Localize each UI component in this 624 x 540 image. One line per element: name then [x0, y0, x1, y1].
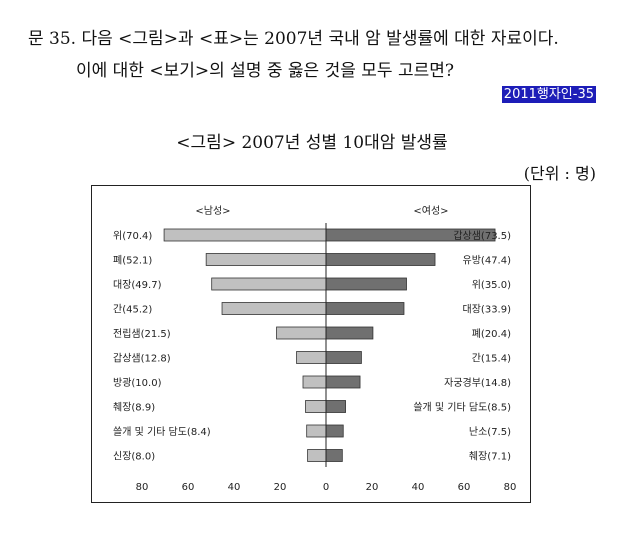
- female-bar-label-7: 자궁경부(14.8): [444, 376, 511, 389]
- female-bar-label-1: 갑상샘(73.5): [453, 230, 511, 242]
- female-bar-2: [325, 253, 436, 266]
- female-bar-3: [325, 277, 407, 291]
- x-tick-label-1: 80: [136, 482, 149, 493]
- male-bar-label-2: 폐(52.1): [113, 255, 152, 267]
- male-bar-label-7: 방광(10.0): [113, 377, 162, 389]
- female-bar-label-3: 위(35.0): [472, 278, 511, 291]
- female-bar-label-5: 폐(20.4): [472, 328, 511, 340]
- male-bar-label-4: 간(45.2): [113, 304, 152, 316]
- unit-label: (단위 : 명): [523, 164, 596, 183]
- source-tag: 2011행자인-35: [501, 86, 596, 103]
- male-bar-2: [205, 253, 327, 266]
- female-bar-label-9: 난소(7.5): [469, 426, 511, 438]
- male-bar-label-3: 대장(49.7): [113, 279, 162, 291]
- male-bar-10: [307, 449, 327, 462]
- male-bar-5: [276, 326, 327, 340]
- x-tick-label-9: 80: [504, 482, 517, 493]
- x-tick-label-4: 20: [274, 482, 287, 493]
- female-bar-label-8: 쓸개 및 기타 담도(8.5): [413, 402, 511, 414]
- female-bar-label-4: 대장(33.9): [463, 304, 512, 316]
- x-tick-label-5: 0: [323, 482, 329, 493]
- male-bar-9: [306, 424, 327, 438]
- butterfly-bar-chart: <남성> <여성> 위(70.4) 폐(52.1) 대장(49.7) 간(45.2) 전…: [91, 185, 531, 503]
- female-bar-label-10: 췌장(7.1): [469, 451, 511, 463]
- male-bar-label-8: 췌장(8.9): [113, 402, 155, 414]
- x-tick-label-7: 40: [412, 482, 425, 493]
- male-bar-label-5: 전립샘(21.5): [113, 327, 171, 340]
- question-line-2: 이에 대한 <보기>의 설명 중 옳은 것을 모두 고르면?: [76, 61, 454, 81]
- female-bar-5: [325, 326, 374, 340]
- male-bar-label-1: 위(70.4): [113, 229, 152, 242]
- female-bar-label-6: 간(15.4): [472, 353, 511, 365]
- chart-title: <그림> 2007년 성별 10대암 발생률: [176, 133, 448, 153]
- male-bar-7: [302, 375, 327, 389]
- female-bar-label-2: 유방(47.4): [463, 255, 512, 267]
- male-bar-3: [211, 277, 327, 291]
- female-bar-6: [325, 351, 362, 364]
- male-bar-label-10: 신장(8.0): [113, 451, 155, 463]
- female-bar-4: [325, 302, 405, 315]
- male-bar-1: [163, 228, 327, 242]
- male-bar-6: [296, 351, 327, 364]
- female-bar-9: [325, 424, 344, 438]
- female-bar-8: [325, 400, 346, 413]
- x-tick-label-8: 60: [458, 482, 471, 493]
- female-bar-7: [325, 375, 361, 389]
- male-bar-4: [221, 302, 327, 315]
- x-tick-label-2: 60: [182, 482, 195, 493]
- male-bar-label-9: 쓸개 및 기타 담도(8.4): [113, 426, 211, 438]
- female-legend: <여성>: [413, 205, 448, 217]
- question-line-1: 문 35. 다음 <그림>과 <표>는 2007년 국내 암 발생률에 대한 자…: [28, 29, 559, 49]
- male-bar-label-6: 갑상샘(12.8): [113, 353, 171, 365]
- x-tick-label-3: 40: [228, 482, 241, 493]
- male-legend: <남성>: [195, 205, 230, 217]
- male-bar-8: [305, 400, 327, 413]
- x-tick-label-6: 20: [366, 482, 379, 493]
- female-bar-10: [325, 449, 343, 462]
